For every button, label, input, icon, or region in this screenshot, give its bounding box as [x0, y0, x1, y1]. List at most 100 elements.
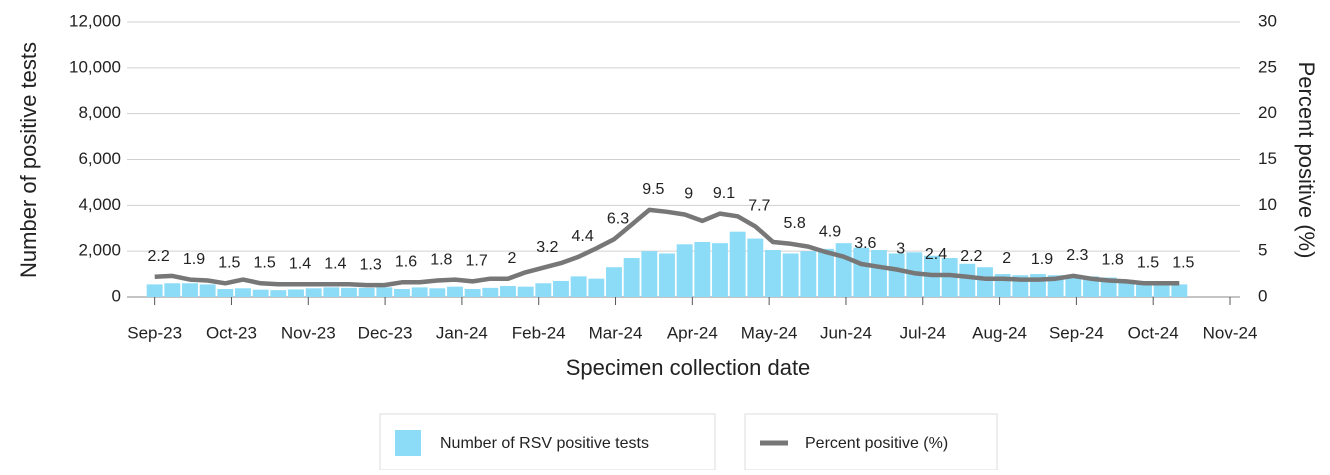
- data-label: 1.5: [1172, 254, 1194, 271]
- bar: [235, 288, 251, 297]
- bar: [164, 283, 181, 297]
- x-tick-label: Jul-24: [900, 323, 946, 342]
- bar: [535, 283, 552, 297]
- bar: [871, 250, 887, 297]
- bar: [464, 288, 481, 297]
- bar: [818, 248, 834, 297]
- data-label: 3.6: [854, 235, 876, 252]
- legend-label: Percent positive (%): [805, 435, 948, 452]
- data-label: 1.6: [395, 254, 417, 271]
- y-tick-label: 0: [112, 286, 121, 305]
- bar: [447, 286, 463, 297]
- bar: [252, 289, 269, 297]
- bar: [182, 283, 198, 297]
- bar: [358, 287, 375, 297]
- bar: [217, 288, 234, 297]
- bar: [1153, 282, 1170, 297]
- bar: [729, 231, 746, 297]
- bar: [853, 247, 870, 297]
- y-axis-title: Number of positive tests: [16, 42, 41, 278]
- data-label: 7.7: [748, 198, 770, 215]
- data-label: 2.2: [148, 248, 170, 265]
- bar: [500, 286, 516, 297]
- x-tick-label: Sep-23: [127, 323, 182, 342]
- data-label: 2: [1002, 250, 1011, 267]
- bar: [482, 287, 499, 297]
- bar: [146, 284, 163, 297]
- data-label: 1.8: [430, 252, 452, 269]
- bar: [411, 287, 428, 297]
- data-label: 1.7: [466, 253, 488, 270]
- y2-tick-label: 0: [1258, 286, 1267, 305]
- y2-tick-label: 10: [1258, 195, 1277, 214]
- x-tick-label: Oct-23: [206, 323, 257, 342]
- legend-swatch: [395, 430, 421, 456]
- bar: [747, 238, 764, 297]
- bar: [959, 263, 976, 297]
- bar: [1065, 275, 1082, 297]
- data-label: 2.3: [1066, 247, 1088, 264]
- bar: [765, 250, 781, 297]
- data-label: 4.9: [819, 223, 841, 240]
- bar: [659, 253, 675, 297]
- x-axis-title: Specimen collection date: [566, 355, 811, 380]
- x-tick-label: Sep-24: [1049, 323, 1104, 342]
- bar: [588, 278, 605, 297]
- bar: [1118, 279, 1135, 297]
- bar: [270, 290, 287, 297]
- bar: [323, 287, 340, 297]
- bar: [517, 286, 534, 297]
- legend-label: Number of RSV positive tests: [440, 435, 649, 452]
- bar: [305, 288, 322, 297]
- bar: [623, 258, 640, 297]
- y-tick-label: 4,000: [78, 195, 121, 214]
- bar: [199, 284, 216, 297]
- bar: [1171, 284, 1188, 297]
- y-tick-label: 12,000: [69, 11, 121, 30]
- bar: [800, 251, 817, 297]
- data-label: 2: [508, 250, 517, 267]
- bar: [835, 243, 852, 297]
- data-label: 3.2: [536, 239, 558, 256]
- bar: [606, 267, 622, 297]
- y2-tick-label: 20: [1258, 103, 1277, 122]
- data-label: 1.3: [360, 256, 382, 273]
- x-tick-label: Oct-24: [1128, 323, 1179, 342]
- bar: [394, 288, 410, 297]
- x-tick-label: Jan-24: [436, 323, 488, 342]
- x-tick-label: Nov-24: [1203, 323, 1258, 342]
- bar: [341, 287, 357, 297]
- data-label: 4.4: [572, 228, 594, 245]
- line: [154, 207, 1180, 288]
- bar: [888, 253, 905, 297]
- x-tick-label: May-24: [741, 323, 798, 342]
- bar: [782, 253, 799, 297]
- y-tick-label: 8,000: [78, 103, 121, 122]
- data-label: 5.8: [784, 215, 806, 232]
- y2-axis-title: Percent positive (%): [1294, 62, 1319, 259]
- bar: [288, 289, 304, 297]
- x-tick-label: Aug-24: [972, 323, 1027, 342]
- bar: [712, 243, 728, 297]
- bar: [1083, 276, 1099, 297]
- bar: [641, 251, 658, 297]
- data-label: 1.4: [289, 255, 311, 272]
- bar: [429, 288, 446, 297]
- x-tick-label: Mar-24: [589, 323, 643, 342]
- x-tick-label: Dec-23: [358, 323, 413, 342]
- y-tick-label: 2,000: [78, 241, 121, 260]
- x-tick-label: Feb-24: [512, 323, 566, 342]
- y-tick-label: 6,000: [78, 149, 121, 168]
- data-label: 3: [896, 241, 905, 258]
- x-tick-label: Nov-23: [281, 323, 336, 342]
- data-label: 1.5: [1137, 254, 1159, 271]
- bar: [977, 267, 993, 297]
- bar: [376, 287, 393, 297]
- bar: [676, 244, 693, 297]
- data-label: 1.8: [1102, 252, 1124, 269]
- data-label: 9.5: [642, 181, 664, 198]
- bar: [553, 280, 569, 297]
- data-label: 1.5: [218, 254, 240, 271]
- data-label: 1.4: [324, 255, 346, 272]
